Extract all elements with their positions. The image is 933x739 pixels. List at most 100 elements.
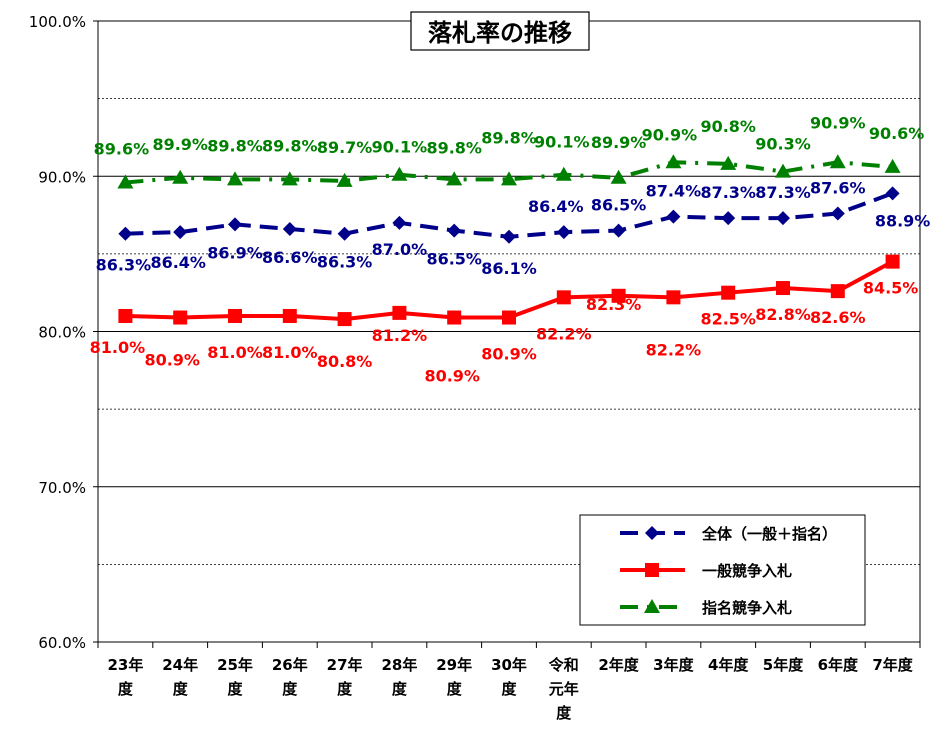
data-point-marker (830, 284, 845, 299)
data-label: 86.5% (591, 196, 647, 215)
data-label: 81.0% (90, 338, 146, 357)
data-label: 80.9% (481, 345, 537, 364)
data-label: 82.8% (755, 305, 811, 324)
data-label: 87.0% (372, 240, 428, 259)
data-label: 86.4% (150, 253, 206, 272)
data-label: 90.8% (700, 117, 756, 136)
data-label: 87.4% (646, 182, 702, 201)
data-point-marker (227, 171, 243, 186)
legend-entry-label: 指名競争入札 (702, 599, 792, 617)
data-label: 90.9% (642, 125, 698, 144)
x-tick-label: 24年 (162, 656, 198, 674)
data-label: 86.3% (317, 253, 373, 272)
data-point-marker (501, 171, 517, 186)
data-point-marker (885, 186, 900, 201)
chart-title: 落札率の推移 (428, 19, 572, 47)
x-tick-label: 2年度 (598, 656, 639, 674)
series-line (125, 160, 893, 185)
data-label: 80.9% (424, 367, 480, 386)
data-point-marker (645, 526, 659, 540)
data-point-marker (555, 166, 572, 181)
data-point-marker (502, 229, 516, 244)
data-point-marker (830, 206, 845, 221)
data-label: 80.9% (144, 351, 200, 370)
data-point-marker (391, 166, 408, 181)
data-point-marker (775, 163, 791, 178)
data-point-marker (118, 226, 133, 241)
data-point-marker (666, 290, 681, 305)
data-point-marker (666, 209, 681, 224)
data-label: 82.6% (810, 308, 866, 327)
x-tick-label: 5年度 (763, 656, 804, 674)
data-label: 86.4% (528, 197, 584, 216)
data-point-marker (645, 563, 659, 577)
data-point-marker (447, 223, 462, 238)
data-point-marker (228, 217, 242, 232)
data-label: 86.3% (96, 256, 152, 275)
x-tick-label: 30年 (491, 656, 527, 674)
data-point-marker (447, 310, 462, 325)
data-label: 87.3% (700, 183, 756, 202)
y-tick-label: 100.0% (29, 13, 86, 31)
data-label: 84.5% (863, 279, 919, 298)
data-point-marker (502, 310, 516, 325)
data-point-marker (392, 305, 407, 320)
x-tick-label: 度 (501, 680, 517, 698)
data-label: 90.3% (755, 135, 811, 154)
x-tick-label: 6年度 (818, 656, 859, 674)
data-point-marker (556, 225, 571, 240)
y-tick-label: 60.0% (38, 634, 86, 652)
data-label: 90.9% (810, 113, 866, 132)
x-tick-label: 4年度 (708, 656, 749, 674)
legend-entry-label: 一般競争入札 (702, 562, 792, 580)
data-point-marker (644, 599, 660, 613)
y-tick-label: 90.0% (38, 168, 86, 186)
data-label: 89.6% (94, 139, 150, 158)
x-tick-label: 度 (392, 680, 408, 698)
data-label: 86.5% (426, 250, 482, 269)
x-tick-label: 7年度 (872, 656, 913, 674)
data-label: 89.8% (426, 138, 482, 157)
data-point-marker (610, 169, 627, 184)
data-label: 81.0% (262, 343, 318, 362)
data-label: 89.9% (152, 135, 208, 154)
x-tick-label: 度 (282, 680, 298, 698)
data-label: 81.0% (207, 343, 263, 362)
data-point-marker (611, 223, 626, 238)
data-label: 89.8% (207, 136, 263, 155)
data-point-marker (228, 308, 242, 323)
data-point-marker (721, 211, 736, 226)
data-point-marker (282, 308, 297, 323)
x-tick-label: 度 (337, 680, 353, 698)
x-tick-label: 度 (556, 704, 572, 722)
data-label: 89.7% (317, 138, 373, 157)
data-point-marker (337, 226, 352, 241)
x-tick-label: 25年 (217, 656, 253, 674)
x-tick-label: 27年 (327, 656, 363, 674)
data-label: 82.2% (646, 340, 702, 359)
data-label: 90.1% (534, 133, 590, 152)
data-point-marker (884, 158, 901, 173)
data-point-marker (829, 154, 846, 169)
x-tick-label: 3年度 (653, 656, 694, 674)
data-point-marker (446, 171, 463, 186)
x-tick-label: 度 (118, 680, 134, 698)
data-point-marker (281, 171, 298, 186)
x-tick-label: 29年 (436, 656, 472, 674)
data-label: 87.6% (810, 179, 866, 198)
x-tick-label: 度 (227, 680, 243, 698)
data-point-marker (118, 308, 133, 323)
data-label: 88.9% (875, 211, 931, 230)
data-label: 89.8% (481, 128, 537, 147)
data-point-marker (885, 254, 900, 269)
data-label: 90.6% (869, 124, 925, 143)
data-label: 89.9% (591, 133, 647, 152)
data-label: 87.3% (755, 183, 811, 202)
x-tick-label: 度 (173, 680, 189, 698)
y-tick-label: 80.0% (38, 324, 86, 342)
data-label: 89.8% (262, 136, 318, 155)
x-tick-label: 28年 (381, 656, 417, 674)
data-label: 90.1% (372, 138, 428, 157)
data-point-marker (282, 222, 297, 237)
